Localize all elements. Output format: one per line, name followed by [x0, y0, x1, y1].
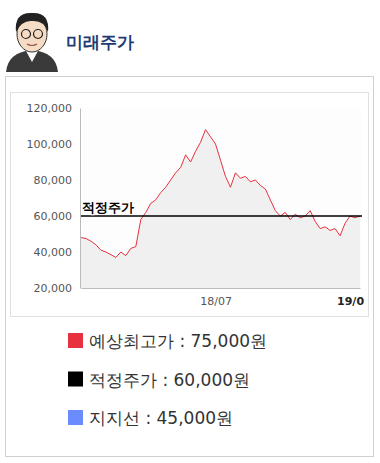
y-tick: 20,000	[34, 282, 81, 295]
y-axis: 20,000 40,000 60,000 80,000 100,000 120,000	[27, 102, 81, 295]
avatar-glasses-right	[34, 30, 43, 39]
y-axis-line	[80, 109, 81, 289]
avatar-glasses-left	[22, 30, 31, 39]
marks	[80, 130, 362, 288]
canvas: 미래주가 20,000 40,000 60,000 80,000 100,000 120,0…	[0, 0, 380, 463]
avatar-collar	[26, 51, 38, 62]
x-tick: 19/0	[337, 288, 364, 308]
reference-line	[80, 215, 362, 217]
legend-swatch	[68, 372, 83, 387]
y-tick: 60,000	[34, 210, 81, 223]
panel	[6, 77, 374, 457]
reference-label: 적정주가	[82, 200, 134, 215]
avatar-mouth	[27, 44, 37, 46]
avatar-hair	[16, 13, 48, 32]
legend-swatch	[68, 333, 83, 348]
x-tick-label: 18/07	[200, 295, 232, 308]
series-line	[81, 130, 360, 258]
header-title: 미래주가	[66, 32, 134, 52]
legend-label: 예상최고가 : 75,000원	[89, 331, 267, 351]
y-tick: 80,000	[34, 174, 81, 187]
legend-label: 적정주가 : 60,000원	[89, 370, 250, 390]
legend-swatch	[68, 410, 83, 425]
legend: 예상최고가 : 75,000원적정주가 : 60,000원지지선 : 45,00…	[68, 331, 267, 428]
y-tick-label: 100,000	[27, 138, 73, 151]
plot-panel	[11, 93, 369, 317]
y-tick: 100,000	[27, 138, 81, 151]
y-tick: 40,000	[34, 246, 81, 259]
y-tick-label: 40,000	[34, 246, 73, 259]
avatar	[6, 13, 58, 72]
x-axis-line	[82, 288, 361, 289]
avatar-body	[6, 50, 58, 72]
plot-area	[80, 108, 362, 288]
x-tick: 18/07	[200, 288, 232, 308]
y-tick-label: 80,000	[34, 174, 73, 187]
y-tick: 120,000	[27, 102, 81, 115]
series-area	[81, 130, 360, 288]
y-tick-label: 60,000	[34, 210, 73, 223]
y-tick-label: 20,000	[34, 282, 73, 295]
legend-label: 지지선 : 45,000원	[89, 408, 233, 428]
x-tick-label: 19/0	[337, 295, 364, 308]
x-axis: 18/07 19/0	[82, 288, 365, 308]
y-tick-label: 120,000	[27, 102, 73, 115]
